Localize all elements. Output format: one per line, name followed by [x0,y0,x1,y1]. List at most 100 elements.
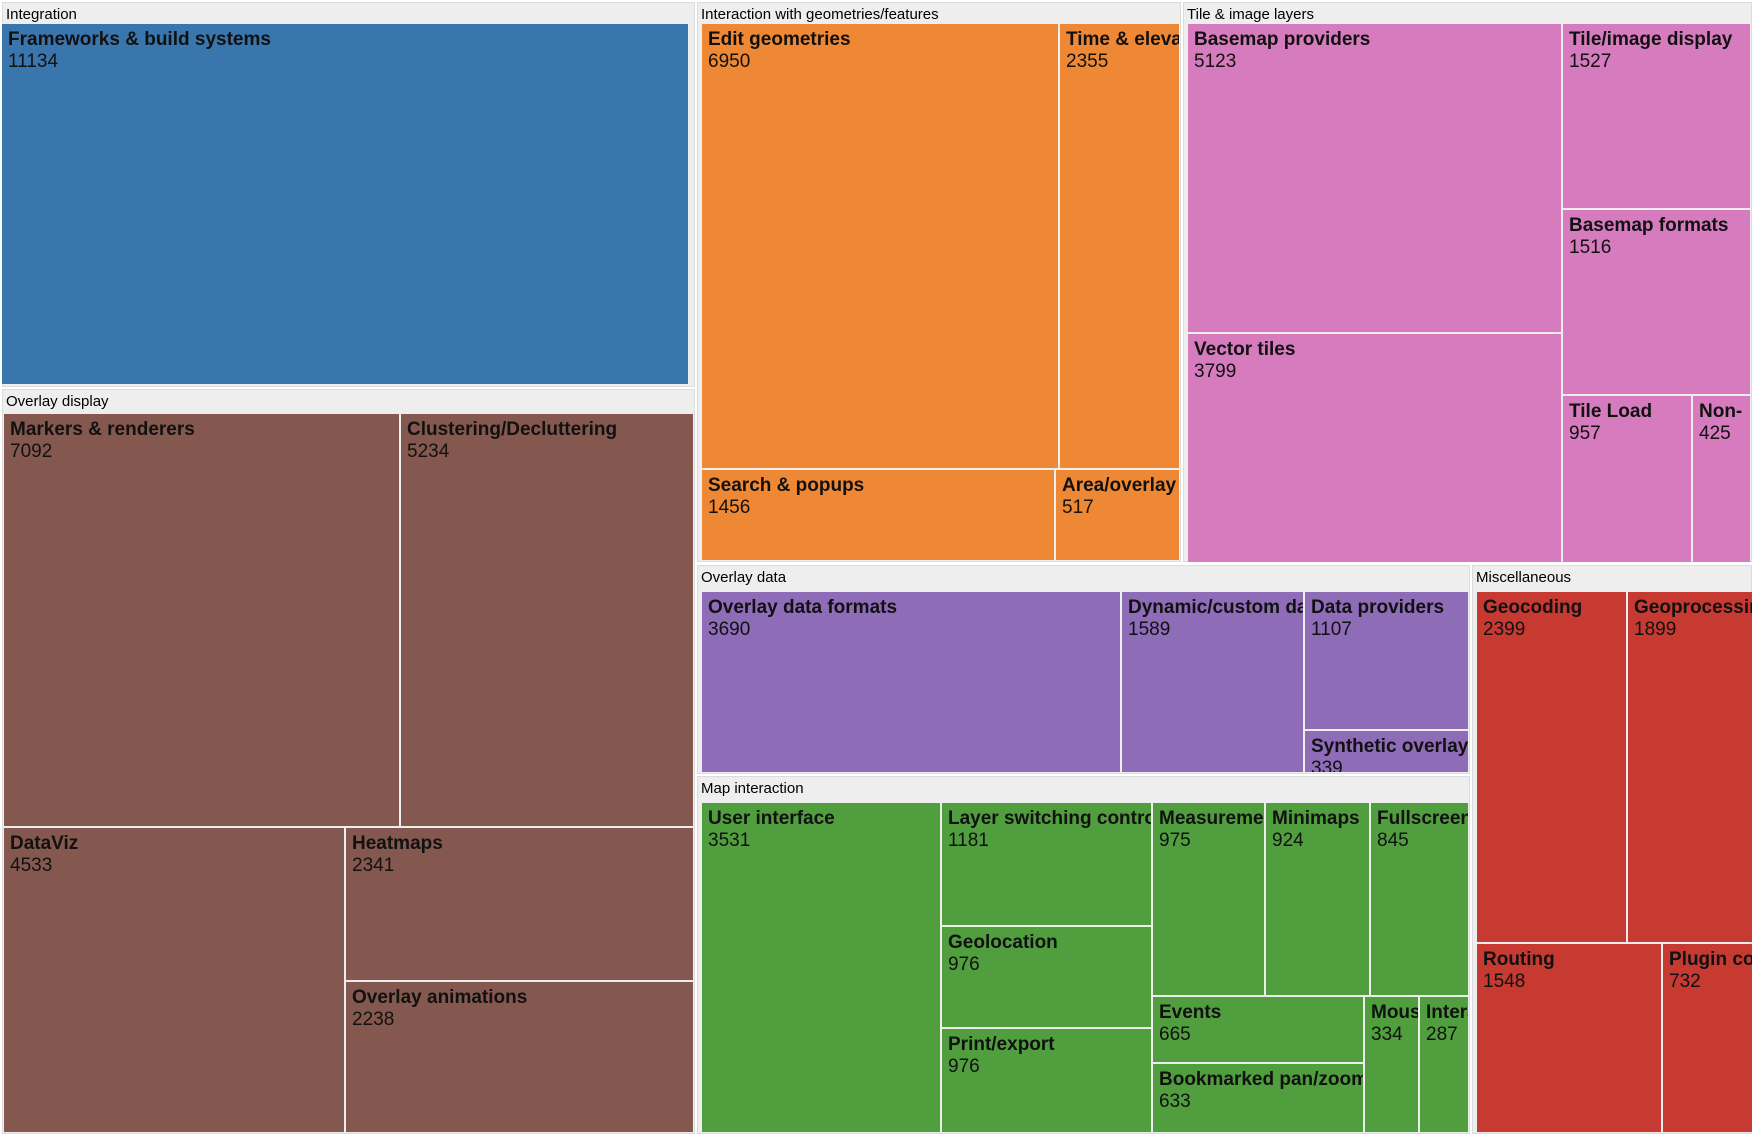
cell-label: Overlay data formats [708,597,898,618]
treemap-cell-geoprocessing[interactable]: Geoprocessing1899 [1628,592,1752,942]
treemap-cell-heatmaps[interactable]: Heatmaps 2341 [346,828,693,980]
group-title: Tile & image layers [1187,6,1314,23]
treemap-cell-data-providers[interactable]: Data providers 1107 [1305,592,1468,729]
cell-value: 633 [1159,1091,1191,1112]
treemap-cell-user-interface[interactable]: User interface 3531 [702,803,940,1132]
cell-label: Interaction [1426,1002,1468,1023]
cell-label: Clustering/Decluttering [407,419,618,440]
treemap-cell-fullscreen[interactable]: Fullscreen 845 [1371,803,1468,995]
treemap-cell-events[interactable]: Events 665 [1153,997,1363,1062]
cell-value: 3531 [708,830,751,851]
cell-value: 665 [1159,1024,1191,1045]
cell-value: 1899 [1634,619,1677,640]
treemap-cell-search-popups[interactable]: Search & popups 1456 [702,470,1054,560]
cell-value: 1516 [1569,237,1612,258]
cell-label: Synthetic overlays [1311,736,1468,757]
treemap-cell-dataviz[interactable]: DataViz 4533 [4,828,344,1132]
cell-label: Heatmaps [352,833,443,854]
treemap-cell-frameworks-build-systems[interactable]: Frameworks & build systems 11134 [2,24,688,384]
cell-value: 2399 [1483,619,1526,640]
treemap-cell-mouse[interactable]: Mouse334 [1365,997,1418,1132]
cell-value: 1181 [948,830,989,851]
cell-value: 6950 [708,51,751,72]
treemap-cell-basemap-formats[interactable]: Basemap formats 1516 [1563,210,1750,394]
treemap-cell-time-elevation[interactable]: Time & elevation2355 [1060,24,1179,468]
cell-label: Layer switching controls [948,808,1151,829]
treemap-cell-tile-load[interactable]: Tile Load 957 [1563,396,1691,562]
treemap-cell-dynamic-custom-data[interactable]: Dynamic/custom data1589 [1122,592,1303,772]
cell-label: Frameworks & build systems [8,29,271,50]
treemap-cell-bookmarked-pan-zoom[interactable]: Bookmarked pan/zoom 633 [1153,1064,1363,1132]
cell-value: 976 [948,1056,980,1077]
cell-label: Minimaps [1272,808,1360,829]
cell-value: 1107 [1311,619,1352,640]
group-title: Integration [6,6,77,23]
cell-label: Area/overlay [1062,475,1177,496]
treemap-cell-area-overlay[interactable]: Area/overlay 517 [1056,470,1179,560]
cell-label: User interface [708,808,835,829]
cell-label: Non- [1699,401,1743,422]
treemap-cell-plugin-collections[interactable]: Plugin collections732 [1663,944,1752,1132]
treemap-cell-markers-renderers[interactable]: Markers & renderers 7092 [4,414,399,826]
treemap-cell-interaction[interactable]: Interaction287 [1420,997,1468,1132]
cell-value: 3690 [708,619,751,640]
cell-value: 1527 [1569,51,1612,72]
cell-label: Tile/image display [1569,29,1733,50]
group-title: Map interaction [701,780,804,797]
cell-value: 517 [1062,497,1094,518]
cell-value: 339 [1311,758,1343,772]
cell-label: Measurement [1159,808,1264,829]
cell-value: 957 [1569,423,1601,444]
cell-label: DataViz [10,833,79,854]
cell-value: 334 [1371,1024,1403,1045]
cell-label: Basemap providers [1194,29,1371,50]
cell-label: Vector tiles [1194,339,1296,360]
treemap-cell-minimaps[interactable]: Minimaps 924 [1266,803,1369,995]
treemap-cell-routing[interactable]: Routing 1548 [1477,944,1661,1132]
group-title: Interaction with geometries/features [701,6,939,23]
treemap-cell-geolocation[interactable]: Geolocation 976 [942,927,1151,1027]
treemap-cell-overlay-animations[interactable]: Overlay animations 2238 [346,982,693,1132]
cell-value: 975 [1159,830,1191,851]
cell-value: 2341 [352,855,395,876]
cell-label: Edit geometries [708,29,851,50]
treemap-cell-layer-switching-controls[interactable]: Layer switching controls 1181 [942,803,1151,925]
group-title: Overlay data [701,569,787,586]
cell-label: Markers & renderers [10,419,195,440]
cell-label: Print/export [948,1034,1055,1055]
treemap-cell-edit-geometries[interactable]: Edit geometries 6950 [702,24,1058,468]
cell-value: 1548 [1483,971,1526,992]
treemap-cell-print-export[interactable]: Print/export 976 [942,1029,1151,1132]
treemap-cell-synthetic-overlays[interactable]: Synthetic overlays 339 [1305,731,1468,772]
group-title: Overlay display [6,393,109,410]
treemap-cell-non[interactable]: Non- 425 [1693,396,1750,562]
treemap-cell-overlay-data-formats[interactable]: Overlay data formats 3690 [702,592,1120,772]
treemap-cell-clustering-decluttering[interactable]: Clustering/Decluttering 5234 [401,414,693,826]
cell-value: 1456 [708,497,751,518]
cell-value: 287 [1426,1024,1458,1045]
treemap-cell-vector-tiles[interactable]: Vector tiles 3799 [1188,334,1561,562]
cell-label: Overlay animations [352,987,528,1008]
cell-label: Events [1159,1002,1222,1023]
cell-value: 4533 [10,855,53,876]
treemap-cell-measurement[interactable]: Measurement975 [1153,803,1264,995]
cell-label: Search & popups [708,475,865,496]
cell-value: 924 [1272,830,1304,851]
cell-label: Geolocation [948,932,1058,953]
cell-value: 11134 [8,51,59,72]
group-title: Miscellaneous [1476,569,1572,586]
treemap-cell-tile-image-display[interactable]: Tile/image display 1527 [1563,24,1750,208]
treemap-cell-geocoding[interactable]: Geocoding 2399 [1477,592,1626,942]
cell-label: Dynamic/custom data [1128,597,1303,618]
cell-value: 2238 [352,1009,395,1030]
cell-label: Basemap formats [1569,215,1729,236]
cell-value: 5234 [407,441,450,462]
treemap-cell-basemap-providers[interactable]: Basemap providers 5123 [1188,24,1561,332]
cell-label: Time & elevation [1066,29,1179,50]
cell-label: Plugin collections [1669,949,1752,970]
cell-label: Mouse [1371,1002,1418,1023]
cell-label: Geoprocessing [1634,597,1752,618]
cell-value: 7092 [10,441,53,462]
cell-value: 1589 [1128,619,1171,640]
cell-value: 425 [1699,423,1731,444]
